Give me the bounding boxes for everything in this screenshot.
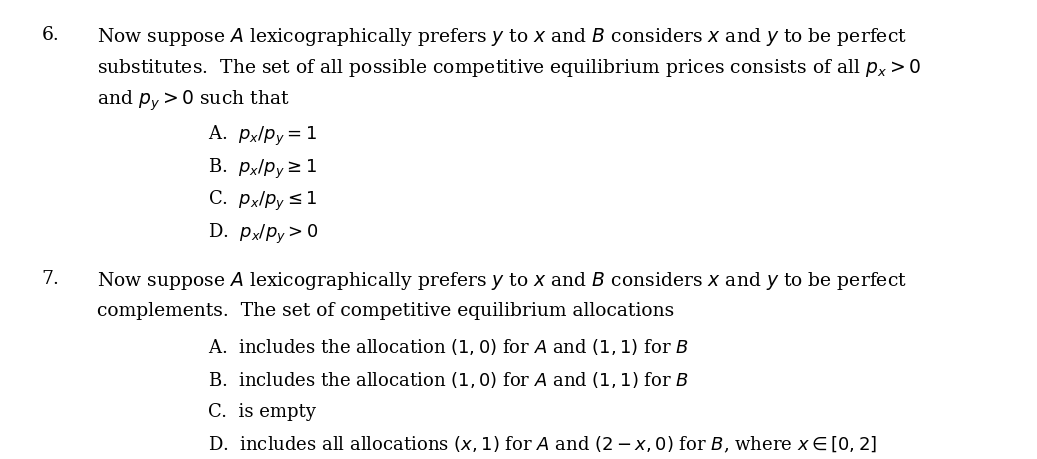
Text: D.  $p_x/p_y > 0$: D. $p_x/p_y > 0$	[208, 221, 318, 245]
Text: 6.: 6.	[41, 26, 59, 44]
Text: Now suppose $A$ lexicographically prefers $y$ to $x$ and $B$ considers $x$ and $: Now suppose $A$ lexicographically prefer…	[96, 26, 906, 48]
Text: C.  $p_x/p_y \leq 1$: C. $p_x/p_y \leq 1$	[208, 189, 318, 213]
Text: B.  includes the allocation $(1,0)$ for $A$ and $(1,1)$ for $B$: B. includes the allocation $(1,0)$ for $…	[208, 369, 690, 389]
Text: and $p_y > 0$ such that: and $p_y > 0$ such that	[96, 88, 289, 112]
Text: D.  includes all allocations $(x,1)$ for $A$ and $(2-x,0)$ for $B$, where $x \in: D. includes all allocations $(x,1)$ for …	[208, 434, 877, 454]
Text: A.  $p_x/p_y = 1$: A. $p_x/p_y = 1$	[208, 124, 317, 148]
Text: complements.  The set of competitive equilibrium allocations: complements. The set of competitive equi…	[96, 301, 674, 319]
Text: B.  $p_x/p_y \geq 1$: B. $p_x/p_y \geq 1$	[208, 156, 317, 180]
Text: 7.: 7.	[41, 270, 59, 288]
Text: substitutes.  The set of all possible competitive equilibrium prices consists of: substitutes. The set of all possible com…	[96, 57, 921, 79]
Text: C.  is empty: C. is empty	[208, 402, 316, 420]
Text: A.  includes the allocation $(1,0)$ for $A$ and $(1,1)$ for $B$: A. includes the allocation $(1,0)$ for $…	[208, 337, 689, 357]
Text: Now suppose $A$ lexicographically prefers $y$ to $x$ and $B$ considers $x$ and $: Now suppose $A$ lexicographically prefer…	[96, 270, 906, 292]
